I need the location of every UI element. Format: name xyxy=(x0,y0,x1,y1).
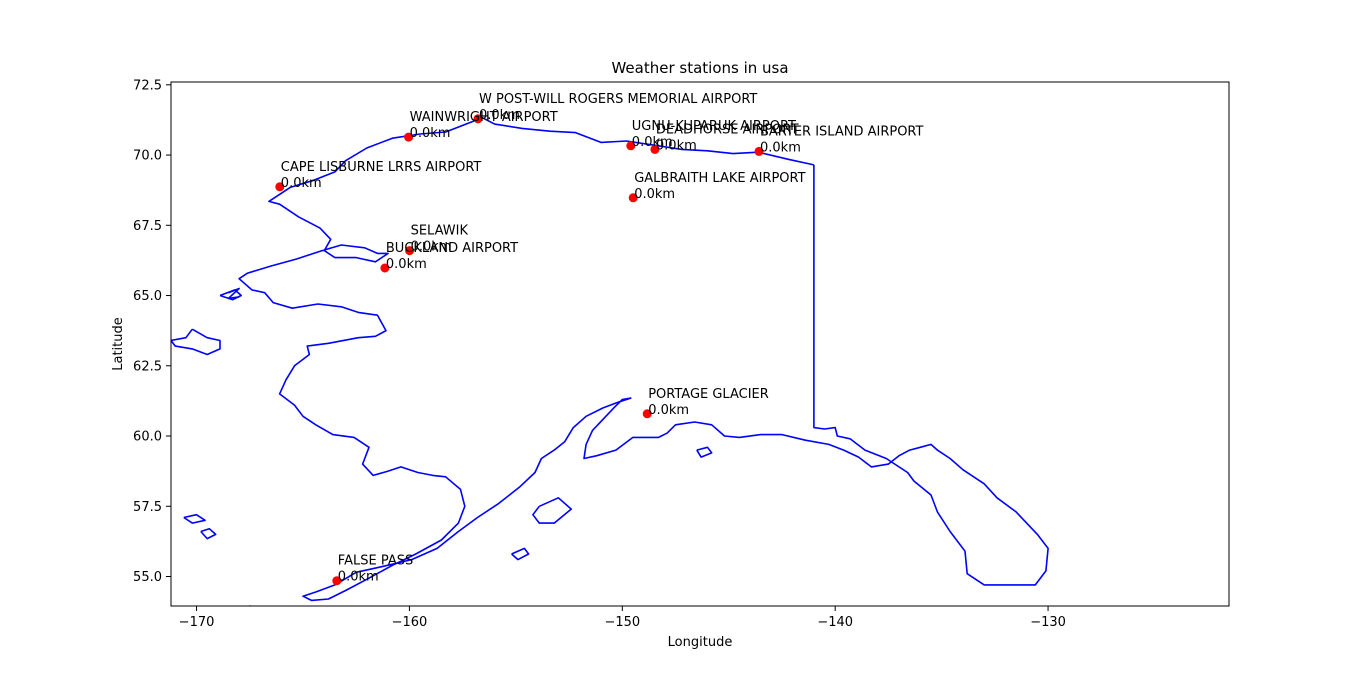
station-name-label: BUCKLAND AIRPORT xyxy=(386,241,518,256)
station-point[interactable] xyxy=(642,409,652,419)
station-distance-label: 0.0km xyxy=(281,176,322,191)
axes-frame xyxy=(170,81,1230,607)
station-name-label: W POST-WILL ROGERS MEMORIAL AIRPORT xyxy=(479,92,757,107)
x-tick-label: −170 xyxy=(179,615,215,630)
station-distance-label: 0.0km xyxy=(648,403,689,418)
station-name-label: PORTAGE GLACIER xyxy=(648,387,769,402)
y-tick-label: 55.0 xyxy=(133,570,162,585)
station-name-label: CAPE LISBURNE LRRS AIRPORT xyxy=(281,160,482,175)
station-distance-label: 0.0km xyxy=(760,140,801,155)
station-name-label: FALSE PASS xyxy=(338,554,413,569)
x-tick-label: −160 xyxy=(392,615,428,630)
station-name-label: SELAWIK xyxy=(411,224,469,239)
plot-area xyxy=(171,114,1049,606)
station-name-label: BARTER ISLAND AIRPORT xyxy=(760,124,924,139)
x-tick-label: −140 xyxy=(817,615,853,630)
x-tick-label: −150 xyxy=(604,615,640,630)
station-distance-label: 0.0km xyxy=(410,126,451,141)
coastline-island xyxy=(511,547,530,561)
station-point[interactable] xyxy=(275,182,285,192)
station-point[interactable] xyxy=(473,114,483,124)
station-distance-label: 0.0km xyxy=(386,257,427,272)
y-tick-label: 72.5 xyxy=(133,78,162,93)
coastline-island xyxy=(219,289,242,301)
station-name-label: UGNU-KUPARUK AIRPORT xyxy=(632,119,796,134)
axis-ticks: −170 −160 −150 −140 −130 55.0 57.5 60.0 62.5 65.0… xyxy=(133,78,1066,630)
y-tick-label: 62.5 xyxy=(133,359,162,374)
y-tick-label: 57.5 xyxy=(133,500,162,515)
x-tick-label: −130 xyxy=(1030,615,1066,630)
station-name-label: DEADHORSE AIRPORT xyxy=(656,122,799,137)
station-distance-label: 0.0km xyxy=(479,108,520,123)
station-distance-label: 0.0km xyxy=(338,570,379,585)
x-axis-label: Longitude xyxy=(668,635,733,650)
station-name-label: WAINWRIGHT AIRPORT xyxy=(410,110,558,125)
station-point[interactable] xyxy=(380,263,390,273)
y-tick-label: 65.0 xyxy=(133,289,162,304)
coastline-island xyxy=(696,446,713,458)
station-distance-label: 0.0km xyxy=(632,135,673,150)
station-distance-label: 0.0km xyxy=(656,138,697,153)
y-tick-label: 60.0 xyxy=(133,430,162,445)
station-point[interactable] xyxy=(628,193,638,203)
coastline-island xyxy=(532,497,572,524)
station-distance-label: 0.0km xyxy=(411,240,452,255)
y-tick-label: 70.0 xyxy=(133,149,162,164)
coastline-island xyxy=(171,328,221,356)
station-point[interactable] xyxy=(754,146,764,156)
station-point[interactable] xyxy=(405,246,415,256)
coastline-mainland xyxy=(238,116,1049,602)
station-point[interactable] xyxy=(626,141,636,151)
station-point[interactable] xyxy=(404,132,414,142)
station-distance-label: 0.0km xyxy=(634,187,675,202)
station-name-label: GALBRAITH LAKE AIRPORT xyxy=(634,171,805,186)
station-point[interactable] xyxy=(650,144,660,154)
y-tick-label: 67.5 xyxy=(133,219,162,234)
coastline-island xyxy=(183,513,206,524)
coastline-island xyxy=(200,527,217,540)
station-point[interactable] xyxy=(332,576,342,586)
y-axis-label: Latitude xyxy=(111,317,126,371)
chart-title: Weather stations in usa xyxy=(611,59,788,77)
